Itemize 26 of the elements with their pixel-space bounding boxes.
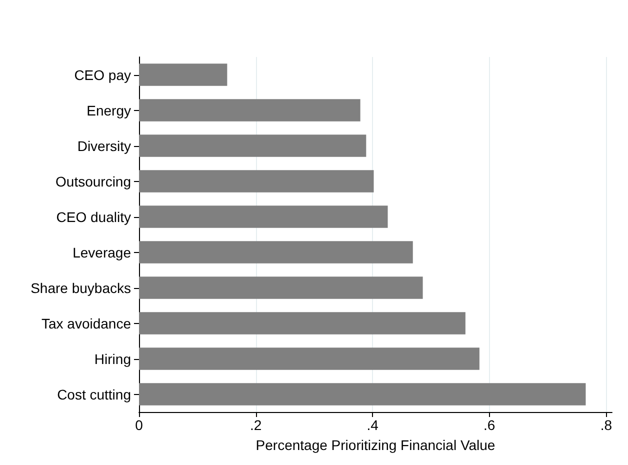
y-tick-label: CEO duality	[56, 208, 131, 225]
bar	[139, 134, 366, 157]
x-tick-label: .4	[366, 417, 379, 433]
x-axis-title: Percentage Prioritizing Financial Value	[256, 437, 496, 453]
bar	[139, 64, 228, 86]
y-tick-label: Outsourcing	[56, 173, 131, 190]
bar	[139, 348, 480, 370]
bar	[139, 312, 466, 334]
bar	[139, 170, 374, 192]
y-tick-label: Cost cutting	[57, 386, 131, 402]
x-tick-label: .2	[250, 417, 262, 433]
x-tick-label: .6	[484, 417, 496, 433]
y-tick-label: Share buybacks	[30, 280, 131, 296]
bar	[139, 276, 423, 299]
x-tick-label: .8	[600, 417, 612, 433]
x-tick-label: 0	[135, 417, 144, 433]
bar	[139, 383, 586, 406]
bar	[139, 206, 388, 228]
y-tick-label: Diversity	[77, 138, 131, 154]
y-tick-label: Leverage	[72, 244, 132, 260]
y-tick-label: Tax avoidance	[41, 315, 132, 332]
y-tick-label: CEO pay	[74, 66, 131, 83]
bar	[139, 99, 360, 122]
y-tick-label: Energy	[86, 102, 131, 118]
bar	[139, 241, 413, 264]
y-tick-label: Hiring	[94, 350, 131, 367]
